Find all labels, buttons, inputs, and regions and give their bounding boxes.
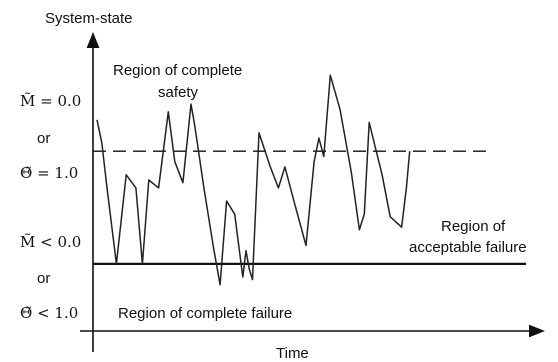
annotation-or-upper: or — [37, 130, 50, 147]
y-axis-label: System-state — [45, 10, 133, 27]
annotation-theta-less: Θ̃ < 1.0 — [20, 304, 78, 322]
region-acceptable-failure-line1: Region of — [441, 218, 506, 235]
region-complete-failure: Region of complete failure — [118, 305, 292, 322]
annotation-or-lower: or — [37, 270, 50, 287]
system-state-series-line — [96, 74, 411, 286]
region-acceptable-failure-line2: acceptable failure — [409, 239, 527, 256]
x-axis-label: Time — [276, 345, 309, 362]
region-complete-safety-line1: Region of complete — [113, 62, 242, 79]
region-complete-safety-line2: safety — [158, 84, 199, 101]
annotation-m-equal: M̃ = 0.0 — [20, 92, 81, 110]
annotation-m-less: M̃ < 0.0 — [20, 233, 81, 251]
annotation-theta-equal: Θ̃ = 1.0 — [20, 164, 78, 182]
